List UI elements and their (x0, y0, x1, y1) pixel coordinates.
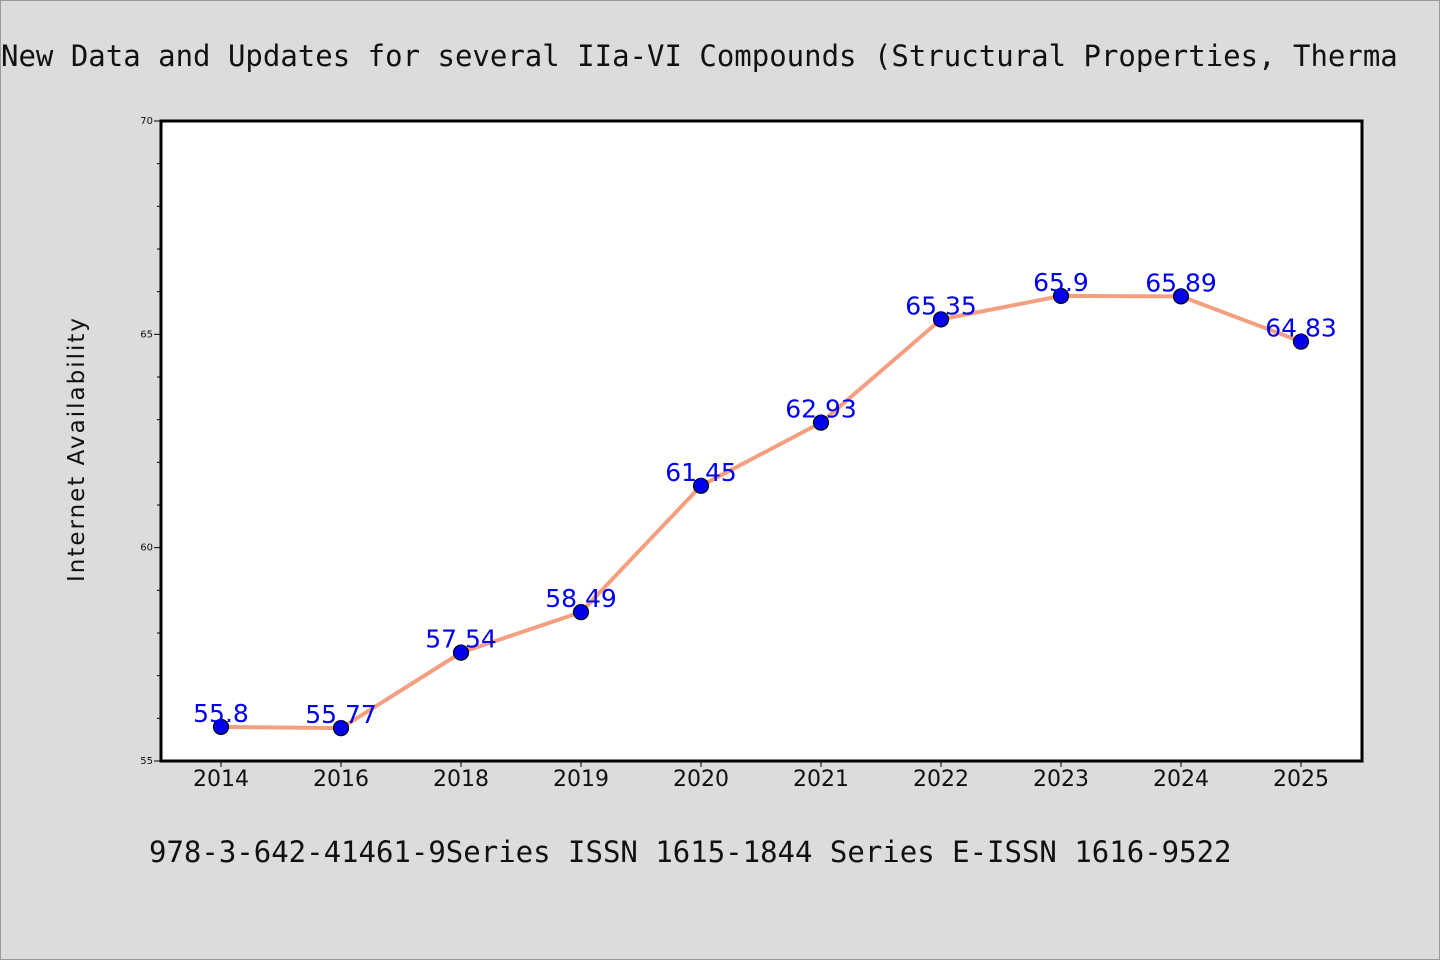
x-tick-label: 2025 (1273, 767, 1329, 792)
data-label: 65.35 (905, 291, 977, 320)
x-tick-label: 2016 (313, 767, 369, 792)
data-point (572, 603, 590, 621)
data-point (692, 477, 710, 494)
data-label: 55.77 (305, 700, 377, 729)
y-tick-label: 60 (140, 543, 153, 554)
x-tick-label: 2020 (673, 767, 729, 792)
data-point (812, 414, 830, 431)
data-label: 64.83 (1265, 314, 1337, 343)
y-axis-ticks: 55 60 65 70 (140, 116, 161, 767)
data-point (932, 311, 950, 328)
plot-area (161, 121, 1362, 761)
data-label: 61.45 (665, 458, 737, 487)
y-tick-label: 65 (140, 329, 153, 340)
x-tick-label: 2018 (433, 767, 489, 792)
series-line (219, 293, 1303, 731)
x-tick-label: 2021 (793, 767, 849, 792)
data-point (212, 718, 230, 735)
y-tick-label: 55 (140, 756, 153, 767)
data-label: 55.8 (193, 699, 249, 728)
x-axis-ticks: 2014 2016 2018 2019 2020 2021 2022 2023 2024 2025 (193, 761, 1329, 792)
data-label: 65.89 (1145, 268, 1217, 297)
x-tick-label: 2019 (553, 767, 609, 792)
x-tick-label: 2022 (913, 767, 969, 792)
data-point (452, 644, 470, 661)
series-0: 55.8 55.77 57.54 58.49 61.45 62.93 65.35 65.9 65… (193, 268, 1337, 737)
y-tick-label: 70 (140, 116, 153, 127)
data-label: 57.54 (425, 625, 497, 654)
data-point (1052, 287, 1070, 305)
plot-border (159, 119, 1364, 763)
data-point (1172, 288, 1190, 305)
data-label: 58.49 (545, 584, 617, 613)
x-tick-label: 2024 (1153, 767, 1209, 792)
x-tick-label: 2014 (193, 767, 249, 792)
footer-text: 978-3-642-41461-9Series ISSN 1615-1844 S… (149, 835, 1232, 869)
data-label: 62.93 (785, 395, 857, 424)
data-point (1292, 333, 1310, 350)
x-tick-label: 2023 (1033, 767, 1089, 792)
data-point (332, 720, 350, 737)
chart-title: New Data and Updates for several IIa-VI … (1, 39, 1398, 73)
data-label: 65.9 (1033, 268, 1089, 297)
